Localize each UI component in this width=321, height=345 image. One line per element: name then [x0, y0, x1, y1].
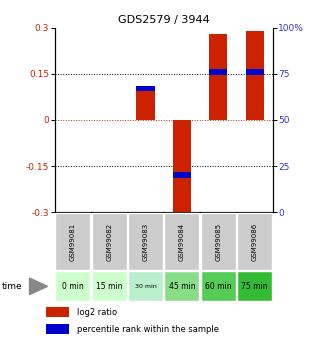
Bar [136, 86, 155, 91]
Text: GSM99084: GSM99084 [179, 223, 185, 260]
Text: GSM99086: GSM99086 [252, 223, 258, 260]
Text: 45 min: 45 min [169, 282, 195, 291]
Text: log2 ratio: log2 ratio [77, 308, 117, 317]
Bar [46, 307, 69, 317]
Bar [237, 272, 272, 301]
Bar [201, 272, 236, 301]
Bar [128, 272, 163, 301]
Bar [209, 34, 227, 120]
Bar [46, 325, 69, 334]
Bar [237, 213, 272, 270]
Bar [128, 213, 163, 270]
Bar [246, 69, 264, 75]
Text: time: time [2, 282, 22, 291]
Text: 60 min: 60 min [205, 282, 231, 291]
Text: GSM99081: GSM99081 [70, 223, 76, 260]
Bar [92, 272, 126, 301]
Text: percentile rank within the sample: percentile rank within the sample [77, 325, 219, 334]
Bar [173, 120, 191, 214]
Bar [136, 89, 155, 120]
Polygon shape [30, 278, 48, 295]
Bar [164, 213, 199, 270]
Title: GDS2579 / 3944: GDS2579 / 3944 [118, 16, 210, 26]
Text: GSM99085: GSM99085 [215, 223, 221, 260]
Bar [92, 213, 126, 270]
Text: GSM99083: GSM99083 [143, 223, 149, 260]
Bar [173, 172, 191, 178]
Text: 30 min: 30 min [134, 284, 156, 289]
Bar [201, 213, 236, 270]
Text: 0 min: 0 min [62, 282, 84, 291]
Bar [246, 31, 264, 120]
Text: 75 min: 75 min [241, 282, 268, 291]
Bar [164, 272, 199, 301]
Text: GSM99082: GSM99082 [106, 223, 112, 260]
Bar [209, 69, 227, 75]
Text: 15 min: 15 min [96, 282, 122, 291]
Bar [55, 213, 90, 270]
Bar [55, 272, 90, 301]
